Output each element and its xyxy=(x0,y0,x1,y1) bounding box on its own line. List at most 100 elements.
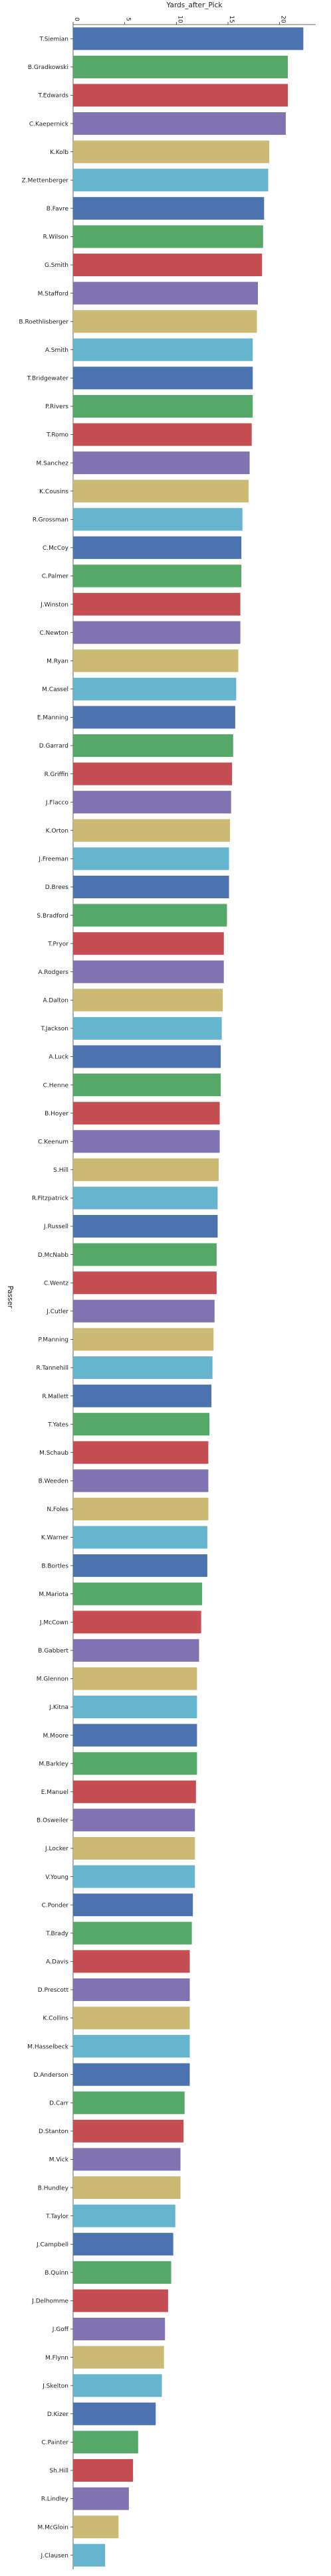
y-tick-label: B.Quinn xyxy=(45,2270,68,2277)
y-tick-label: C.Painter xyxy=(41,2440,68,2447)
y-tick-label: T.Yates xyxy=(47,1421,68,1428)
bar xyxy=(73,2487,129,2510)
y-tick-label: P.Rivers xyxy=(45,404,68,410)
bar xyxy=(73,479,249,503)
bar xyxy=(73,282,259,305)
bar xyxy=(73,2204,175,2227)
y-tick-label: K.Cousins xyxy=(39,489,68,495)
x-tick-label: 20 xyxy=(280,15,286,23)
bar xyxy=(73,2006,190,2030)
bar xyxy=(73,423,252,446)
y-tick-label: D.Brees xyxy=(45,884,69,891)
y-tick-label: T.Bridgewater xyxy=(27,376,69,382)
x-tick-label: 10 xyxy=(176,15,183,23)
bar xyxy=(73,2289,168,2312)
y-tick-label: B.Osweiler xyxy=(37,1818,68,1824)
y-tick-label: M.Mariota xyxy=(39,1591,68,1598)
y-tick-label: J.McCown xyxy=(39,1619,68,1626)
bar xyxy=(73,989,223,1012)
y-tick-label: G.Smith xyxy=(45,262,68,269)
y-tick-label: B.Gradkowski xyxy=(28,64,68,71)
bar xyxy=(73,1045,221,1068)
y-tick-label: M.Hasselbeck xyxy=(27,2044,69,2050)
y-tick-label: Z.Mettenberger xyxy=(22,177,69,184)
y-tick-label: B.Gabbert xyxy=(38,1648,68,1654)
bar xyxy=(73,2346,164,2369)
y-tick-label: D.Carr xyxy=(49,2100,68,2107)
y-tick-label: R.Wilson xyxy=(43,234,68,241)
y-tick-label: A.Luck xyxy=(49,1054,68,1061)
bar xyxy=(73,2516,119,2539)
y-tick-label: T.Siemian xyxy=(39,36,68,42)
axes-layer: 0 5 10 15 20 xyxy=(70,15,316,2569)
bar xyxy=(73,197,265,220)
y-tick-label: A.Smith xyxy=(45,347,68,354)
bar xyxy=(73,1469,209,1492)
bar xyxy=(73,1950,190,1973)
bar xyxy=(73,253,263,277)
y-tick-label: B.Favre xyxy=(47,206,69,212)
bar xyxy=(73,225,263,248)
y-tick-label: D.Stanton xyxy=(39,2129,68,2135)
bar xyxy=(73,1639,199,1662)
bar xyxy=(73,2543,106,2567)
y-tick-label: C.McCoy xyxy=(43,545,69,552)
y-axis-title: Passer xyxy=(6,1285,14,1309)
bar xyxy=(73,2374,162,2397)
y-tick-label: J.Russell xyxy=(43,1224,68,1230)
bar xyxy=(73,1074,221,1097)
y-tick-label: B.Hoyer xyxy=(45,1111,68,1117)
y-tick-label: M.Cassel xyxy=(42,686,68,693)
bar xyxy=(73,1724,197,1747)
bar xyxy=(73,2091,185,2115)
y-tick-label: J.Skelton xyxy=(42,2383,68,2389)
bar xyxy=(73,338,253,361)
bar xyxy=(73,112,286,135)
y-tick-label: M.McGloin xyxy=(37,2524,68,2531)
y-tick-label: A.Dalton xyxy=(43,998,68,1005)
y-tick-label: M.Glennon xyxy=(37,1676,68,1683)
y-tick-label: M.Barkley xyxy=(39,1761,68,1767)
y-tick-label: D.Anderson xyxy=(33,2072,68,2079)
bar xyxy=(73,2148,181,2171)
bar xyxy=(73,1214,218,1238)
bar xyxy=(73,2458,134,2482)
y-tick-label: J.Locker xyxy=(45,1846,68,1852)
y-tick-label: M.Schaub xyxy=(39,1450,68,1457)
bar xyxy=(73,84,288,107)
bar xyxy=(73,1978,190,2001)
bar xyxy=(73,1186,218,1210)
bar xyxy=(73,819,231,842)
bar xyxy=(73,960,224,983)
y-tick-label: M.Moore xyxy=(43,1733,69,1739)
bar xyxy=(73,791,231,814)
y-tick-label: R.Mallett xyxy=(42,1394,68,1400)
bar xyxy=(73,706,235,729)
y-tick-label: T.Taylor xyxy=(45,2214,68,2220)
bar xyxy=(73,1158,219,1181)
bar xyxy=(73,1554,207,1577)
bar xyxy=(73,1016,222,1040)
bar xyxy=(73,649,239,673)
y-tick-label: J.Kitna xyxy=(49,1704,68,1711)
bar xyxy=(73,1130,220,1153)
bar xyxy=(73,1243,217,1266)
y-tick-label: T.Pryor xyxy=(47,941,68,947)
bars-layer xyxy=(73,27,304,2567)
bar xyxy=(73,451,250,475)
y-tick-label: J.Delhomme xyxy=(31,2298,68,2305)
bar xyxy=(73,1356,213,1380)
bar xyxy=(73,2261,171,2284)
bar xyxy=(73,904,227,927)
y-tick-label: R.Griffin xyxy=(45,771,68,778)
bar xyxy=(73,169,269,192)
x-tick-label: 0 xyxy=(73,17,80,21)
bar xyxy=(73,1526,207,1549)
y-tick-label: J.Winston xyxy=(40,602,68,608)
y-tick-label: C.Palmer xyxy=(42,574,68,580)
y-tick-label: D.McNabb xyxy=(38,1252,68,1259)
y-tick-label: B.Hundley xyxy=(38,2185,69,2192)
y-tick-label: M.Ryan xyxy=(47,658,68,665)
y-tick-label: J.Goff xyxy=(52,2326,69,2333)
